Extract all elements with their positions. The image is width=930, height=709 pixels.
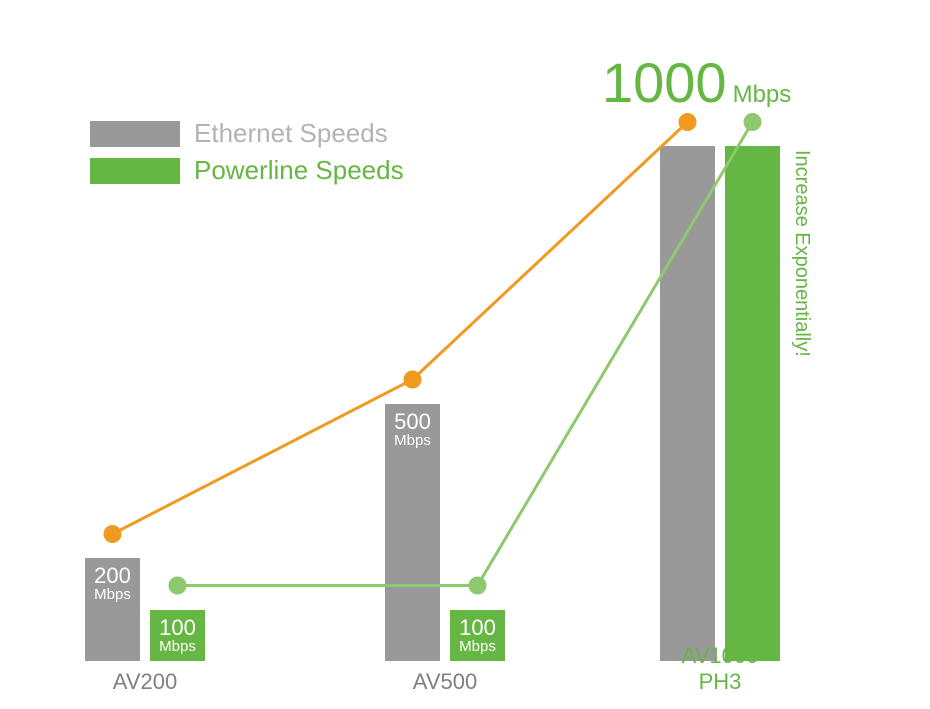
powerline-bar bbox=[725, 146, 780, 661]
legend-item-powerline: Powerline Speeds bbox=[90, 155, 404, 186]
trend-marker bbox=[404, 371, 422, 389]
ethernet-bar bbox=[660, 146, 715, 661]
bar-value-label: 100Mbps bbox=[150, 610, 205, 655]
peak-value-unit: Mbps bbox=[733, 81, 792, 108]
powerline-bar: 100Mbps bbox=[450, 610, 505, 662]
side-note: Increase Exponentially! bbox=[790, 150, 813, 357]
trend-marker bbox=[679, 113, 697, 131]
bar-value-label: 500Mbps bbox=[385, 404, 440, 449]
trend-marker bbox=[469, 577, 487, 595]
legend-swatch-powerline bbox=[90, 158, 180, 184]
legend-label-powerline: Powerline Speeds bbox=[194, 155, 404, 186]
peak-value-number: 1000 bbox=[602, 51, 727, 114]
speed-comparison-chart: Ethernet Speeds Powerline Speeds 1000Mbp… bbox=[0, 0, 930, 709]
legend-item-ethernet: Ethernet Speeds bbox=[90, 118, 404, 149]
trend-marker bbox=[744, 113, 762, 131]
powerline-bar: 100Mbps bbox=[150, 610, 205, 662]
category-label: AV200 bbox=[85, 669, 205, 695]
ethernet-bar: 200Mbps bbox=[85, 558, 140, 661]
bar-value-label: 100Mbps bbox=[450, 610, 505, 655]
ethernet-bar: 500Mbps bbox=[385, 404, 440, 662]
legend-swatch-ethernet bbox=[90, 121, 180, 147]
peak-value-label: 1000Mbps bbox=[602, 50, 791, 115]
trend-marker bbox=[104, 525, 122, 543]
category-label: AV500 bbox=[385, 669, 505, 695]
category-label: AV1000 PH3 bbox=[660, 643, 780, 695]
legend-label-ethernet: Ethernet Speeds bbox=[194, 118, 388, 149]
legend: Ethernet Speeds Powerline Speeds bbox=[90, 118, 404, 192]
trend-marker bbox=[169, 577, 187, 595]
bar-value-label: 200Mbps bbox=[85, 558, 140, 603]
